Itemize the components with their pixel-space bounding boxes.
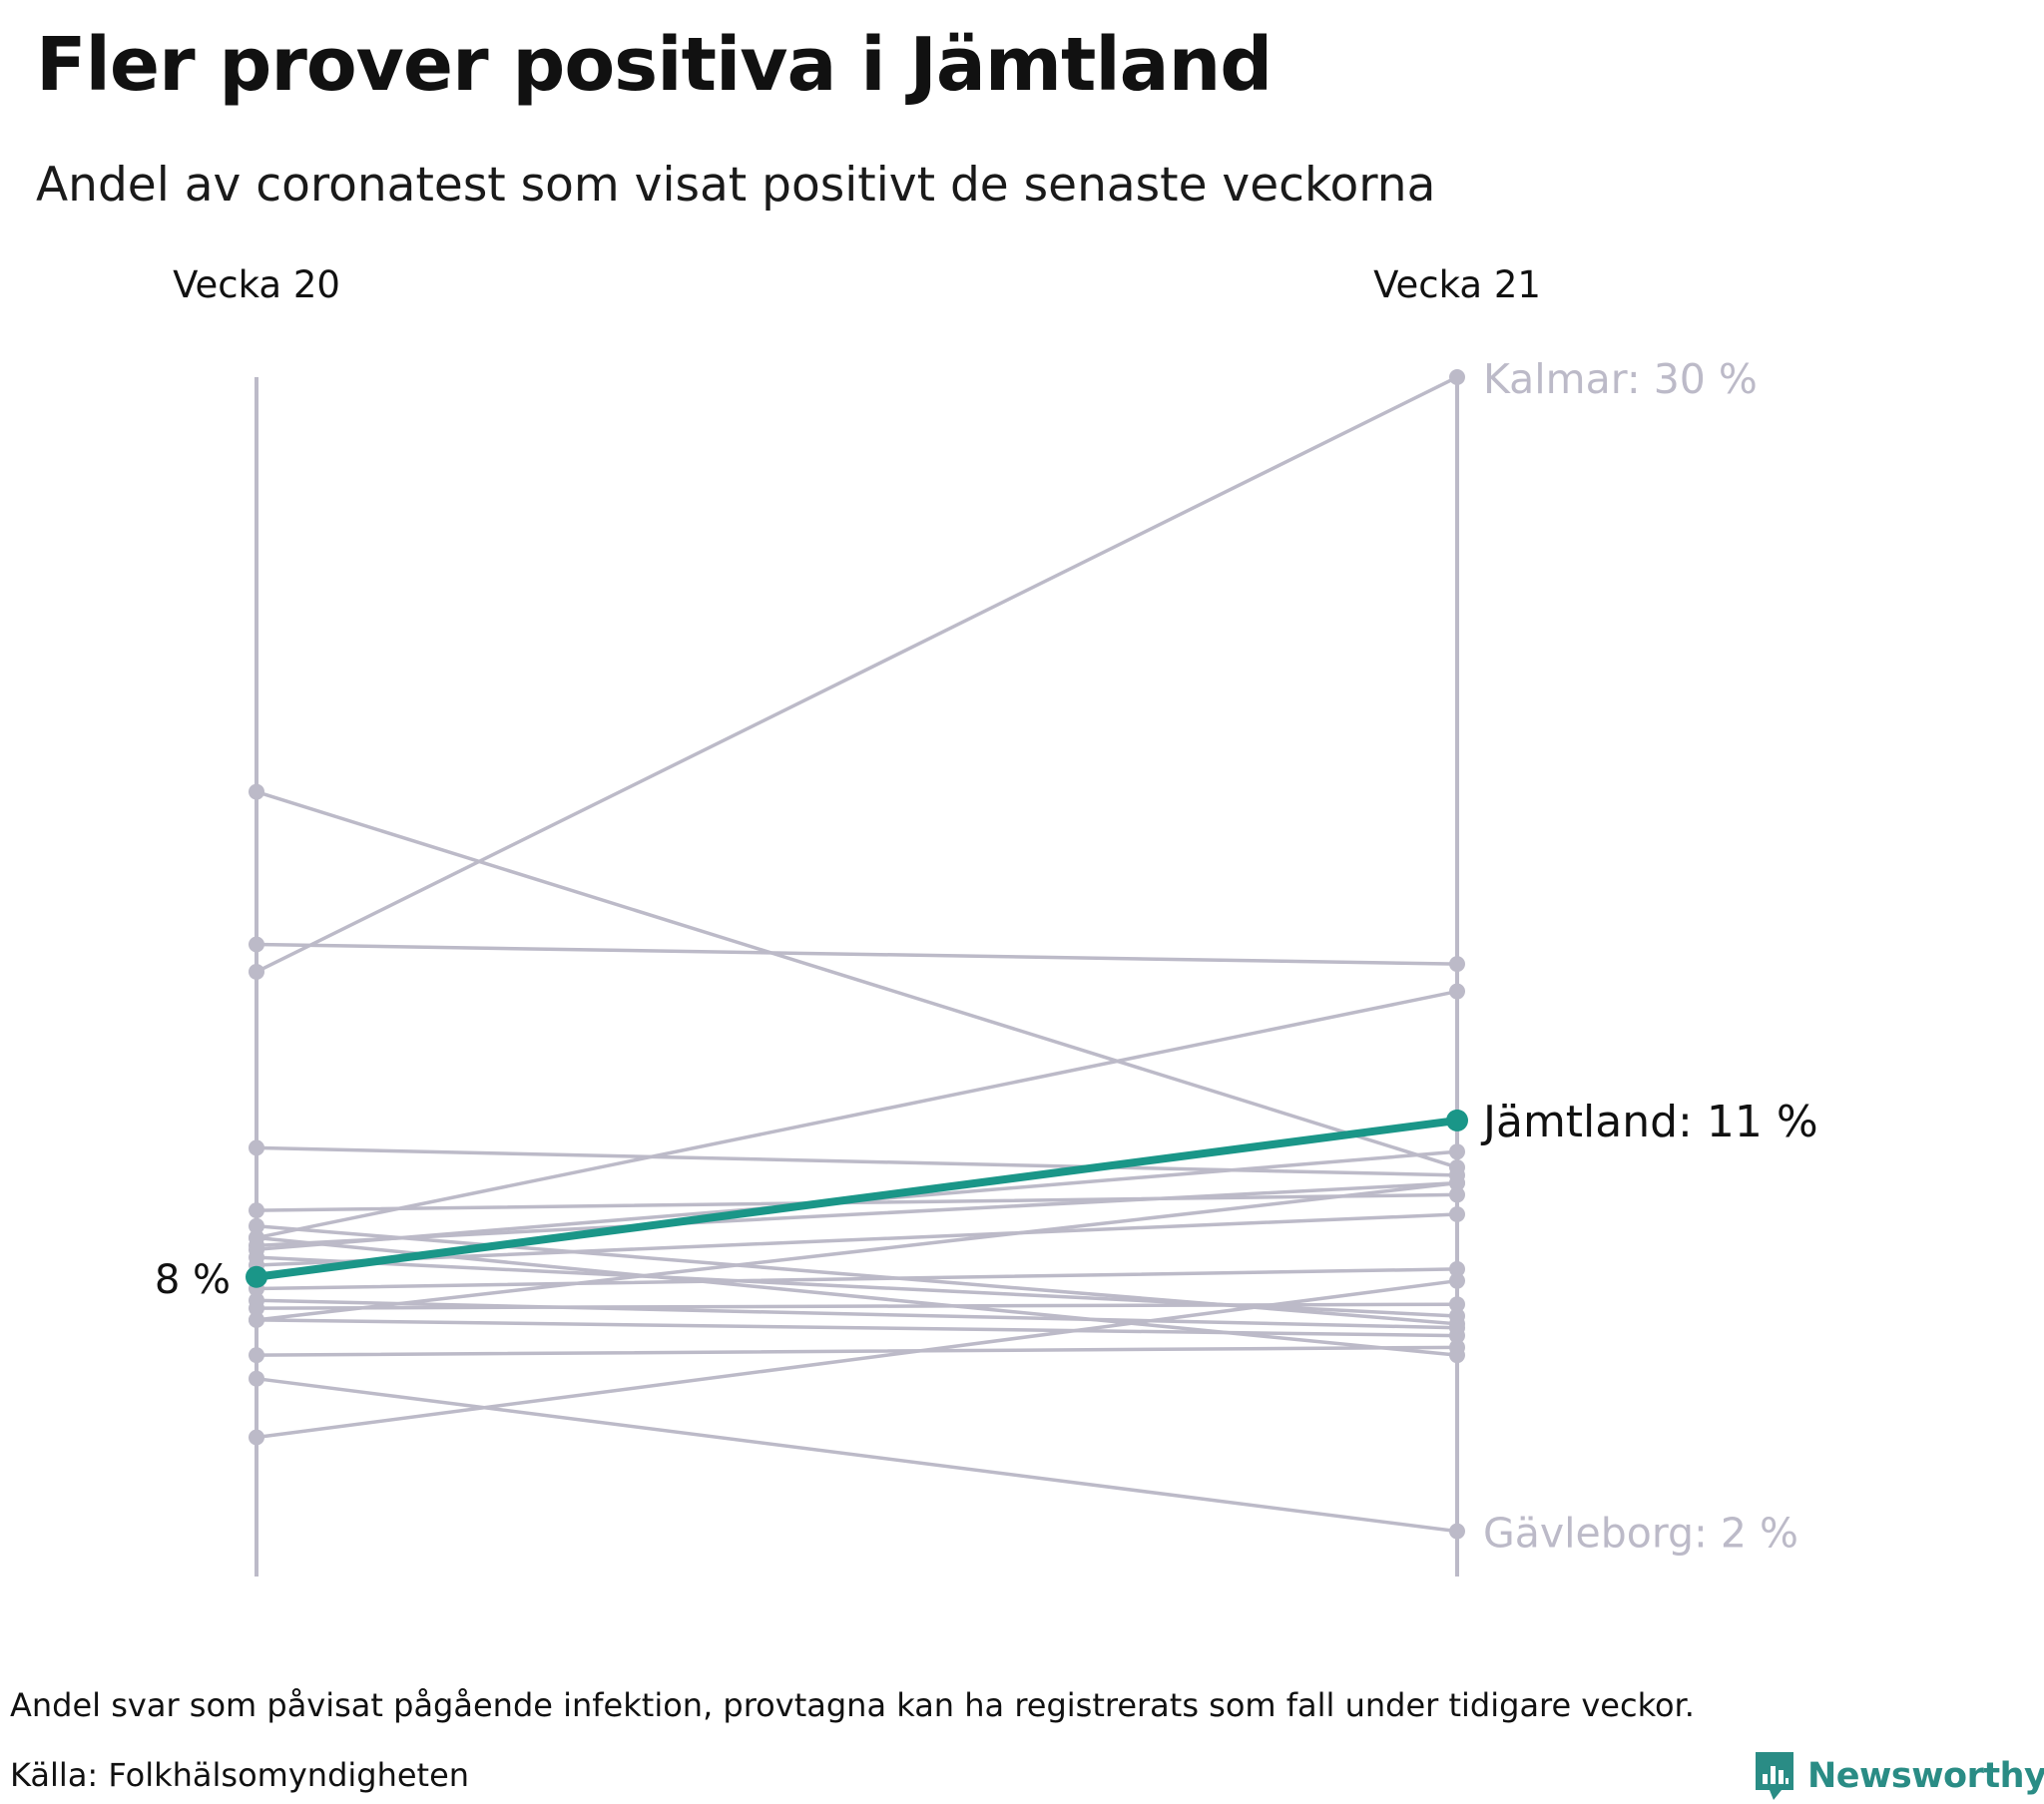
- series-line-region-j[interactable]: [255, 1267, 1459, 1291]
- data-point-region-b-vecka-21[interactable]: [1449, 956, 1465, 973]
- data-point-region-a-vecka-20[interactable]: [249, 783, 264, 800]
- data-point-region-d-vecka-21[interactable]: [1449, 1186, 1465, 1203]
- data-point-jämtland-vecka-20[interactable]: [246, 1265, 267, 1288]
- series-line-region-r[interactable]: [255, 1180, 1459, 1248]
- axis-label-vecka-20: Vecka 20: [173, 263, 340, 306]
- series-line-region-f[interactable]: [255, 989, 1459, 1240]
- data-point-kalmar-vecka-20[interactable]: [249, 963, 264, 980]
- data-point-region-g-vecka-21[interactable]: [1449, 1143, 1465, 1160]
- data-point-gävleborg-vecka-20[interactable]: [249, 1370, 264, 1387]
- data-point-region-f-vecka-21[interactable]: [1449, 983, 1465, 1000]
- source-credit: Källa: Folkhälsomyndigheten: [10, 1756, 470, 1794]
- axis-label-vecka-21: Vecka 21: [1373, 263, 1541, 306]
- data-point-region-o-vecka-20[interactable]: [249, 1347, 264, 1364]
- data-point-region-e-vecka-20[interactable]: [249, 1217, 264, 1234]
- series-line-jämtland[interactable]: [253, 1116, 1461, 1281]
- series-line-region-p[interactable]: [255, 1278, 1459, 1440]
- data-point-region-n-vecka-20[interactable]: [249, 1311, 264, 1328]
- data-point-region-l-vecka-20[interactable]: [249, 1300, 264, 1317]
- series-line-region-o[interactable]: [255, 1345, 1459, 1357]
- data-point-region-i-vecka-21[interactable]: [1449, 1206, 1465, 1223]
- data-point-region-m-vecka-21[interactable]: [1449, 1327, 1465, 1344]
- data-point-region-r-vecka-20[interactable]: [249, 1237, 264, 1254]
- data-point-region-p-vecka-21[interactable]: [1449, 1272, 1465, 1289]
- series-line-kalmar[interactable]: [255, 375, 1459, 974]
- newsworthy-logo-icon: [1756, 1752, 1793, 1800]
- data-point-region-q-vecka-21[interactable]: [1449, 1347, 1465, 1364]
- start-label-jämtland: 8 %: [155, 1257, 231, 1303]
- chart-subtitle: Andel av coronatest som visat positivt d…: [36, 158, 1436, 213]
- data-point-region-l-vecka-21[interactable]: [1449, 1296, 1465, 1313]
- data-point-jämtland-vecka-21[interactable]: [1446, 1109, 1468, 1131]
- series-line-region-n[interactable]: [255, 1180, 1459, 1322]
- data-point-region-h-vecka-21[interactable]: [1449, 1307, 1465, 1324]
- data-point-region-d-vecka-20[interactable]: [249, 1202, 264, 1219]
- series-line-region-k[interactable]: [255, 1298, 1459, 1330]
- data-point-region-j-vecka-21[interactable]: [1449, 1260, 1465, 1277]
- brand-logo[interactable]: Newsworthy: [1752, 1748, 2044, 1804]
- data-point-region-c-vecka-20[interactable]: [249, 1139, 264, 1156]
- series-line-region-m[interactable]: [255, 1318, 1459, 1338]
- brand-name: Newsworthy: [1807, 1756, 2044, 1796]
- series-line-gävleborg[interactable]: [255, 1376, 1459, 1534]
- series-line-region-l[interactable]: [255, 1302, 1459, 1310]
- data-point-kalmar-vecka-21[interactable]: [1449, 369, 1465, 385]
- series-line-region-c[interactable]: [255, 1145, 1459, 1177]
- data-point-region-b-vecka-20[interactable]: [249, 936, 264, 953]
- end-label-jämtland: Jämtland: 11 %: [1480, 1097, 1818, 1147]
- data-point-region-p-vecka-20[interactable]: [249, 1429, 264, 1446]
- chart-title: Fler prover positiva i Jämtland: [36, 22, 1273, 108]
- series-line-region-q[interactable]: [255, 1235, 1459, 1357]
- series-line-region-a[interactable]: [255, 789, 1459, 1169]
- footnote: Andel svar som påvisat pågående infektio…: [10, 1686, 1695, 1724]
- end-label-gävleborg: Gävleborg: 2 %: [1483, 1510, 1798, 1558]
- series-line-region-b[interactable]: [255, 942, 1459, 966]
- end-label-kalmar: Kalmar: 30 %: [1483, 355, 1758, 403]
- slope-chart: Vecka 20 Vecka 21 Kalmar: 30 % Jämtland: 11…: [155, 263, 1818, 1577]
- data-point-region-r-vecka-21[interactable]: [1449, 1174, 1465, 1191]
- data-point-gävleborg-vecka-21[interactable]: [1449, 1523, 1465, 1540]
